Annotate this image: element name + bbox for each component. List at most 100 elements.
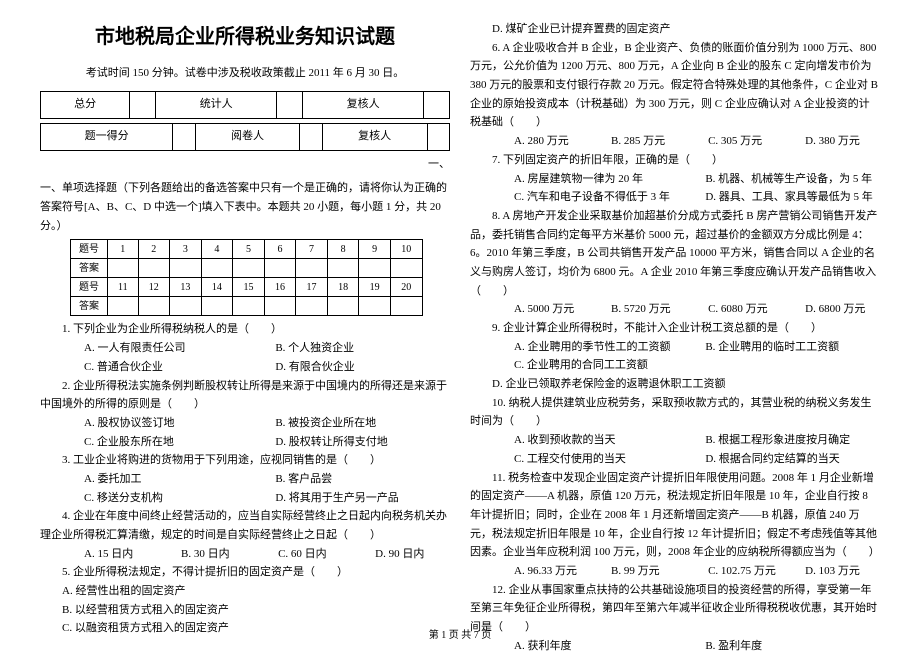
- q1-stem: 1. 下列企业为企业所得税纳税人的是（ ）: [40, 320, 450, 339]
- q2-opts: A. 股权协议签订地 B. 被投资企业所在地: [40, 414, 450, 433]
- as-num: 20: [390, 278, 422, 297]
- as-label: 答案: [71, 297, 108, 316]
- q1-b: B. 个人独资企业: [253, 339, 442, 358]
- hdr-cell: 题一得分: [41, 123, 173, 150]
- as-num: 2: [138, 240, 170, 259]
- q10-b: B. 根据工程形象进度按月确定: [683, 431, 872, 450]
- hdr-cell: [173, 123, 195, 150]
- q6-b: B. 285 万元: [589, 132, 683, 151]
- q9-b: B. 企业聘用的临时工工资额: [683, 338, 872, 357]
- q5-d: D. 煤矿企业已计提弃置费的固定资产: [470, 20, 880, 39]
- q4-c: C. 60 日内: [256, 545, 350, 564]
- q11-a: A. 96.33 万元: [492, 562, 586, 581]
- q8-b: B. 5720 万元: [589, 300, 683, 319]
- q2-stem: 2. 企业所得税法实施条例判断股权转让所得是来源于中国境内的所得还是来源于中国境…: [40, 377, 450, 414]
- q6-opts: A. 280 万元 B. 285 万元 C. 305 万元 D. 380 万元: [470, 132, 880, 151]
- q9-a: A. 企业聘用的季节性工的工资额: [492, 338, 681, 357]
- as-num: 11: [108, 278, 139, 297]
- q10-opts: A. 收到预收款的当天 B. 根据工程形象进度按月确定: [470, 431, 880, 450]
- q3-opts2: C. 移送分支机构 D. 将其用于生产另一产品: [40, 489, 450, 508]
- hdr-cell: 复核人: [303, 91, 424, 118]
- q4-stem: 4. 企业在年度中间终止经营活动的，应当自实际经营终止之日起内向税务机关办理企业…: [40, 507, 450, 544]
- q4-d: D. 90 日内: [353, 545, 447, 564]
- q8-d: D. 6800 万元: [783, 300, 877, 319]
- section-suffix: 一、: [40, 155, 450, 174]
- as-num: 15: [233, 278, 265, 297]
- q1-opts2: C. 普通合伙企业 D. 有限合伙企业: [40, 358, 450, 377]
- q1-d: D. 有限合伙企业: [253, 358, 442, 377]
- q7-opts: A. 房屋建筑物一律为 20 年 B. 机器、机械等生产设备，为 5 年: [470, 170, 880, 189]
- hdr-cell: [424, 91, 450, 118]
- as-label: 答案: [71, 259, 108, 278]
- q2-opts2: C. 企业股东所在地 D. 股权转让所得支付地: [40, 433, 450, 452]
- q9-opts: A. 企业聘用的季节性工的工资额 B. 企业聘用的临时工工资额: [470, 338, 880, 357]
- q6-d: D. 380 万元: [783, 132, 877, 151]
- q2-d: D. 股权转让所得支付地: [253, 433, 442, 452]
- q7-stem: 7. 下列固定资产的折旧年限，正确的是（ ）: [470, 151, 880, 170]
- q11-opts: A. 96.33 万元 B. 99 万元 C. 102.75 万元 D. 103…: [470, 562, 880, 581]
- q7-c: C. 汽车和电子设备不得低于 3 年: [492, 188, 681, 207]
- q5-stem: 5. 企业所得税法规定，不得计提折旧的固定资产是（ ）: [40, 563, 450, 582]
- q8-stem: 8. A 房地产开发企业采取基价加超基价分成方式委托 B 房产营销公司销售开发产…: [470, 207, 880, 300]
- as-num: 4: [201, 240, 233, 259]
- q3-a: A. 委托加工: [62, 470, 251, 489]
- as-num: 14: [201, 278, 233, 297]
- hdr-cell: [427, 123, 449, 150]
- q3-b: B. 客户品尝: [253, 470, 442, 489]
- q3-stem: 3. 工业企业将购进的货物用于下列用途，应视同销售的是（ ）: [40, 451, 450, 470]
- q11-d: D. 103 万元: [783, 562, 877, 581]
- q6-c: C. 305 万元: [686, 132, 780, 151]
- hdr-cell: [300, 123, 322, 150]
- q10-stem: 10. 纳税人提供建筑业应税劳务，采取预收款方式的，其营业税的纳税义务发生时间为…: [470, 394, 880, 431]
- q7-opts2: C. 汽车和电子设备不得低于 3 年 D. 器具、工具、家具等最低为 5 年: [470, 188, 880, 207]
- as-num: 18: [327, 278, 359, 297]
- q1-c: C. 普通合伙企业: [62, 358, 251, 377]
- as-num: 10: [390, 240, 422, 259]
- q11-b: B. 99 万元: [589, 562, 683, 581]
- score-header-table: 总分 统计人 复核人: [40, 91, 450, 119]
- as-num: 9: [359, 240, 391, 259]
- q4-opts: A. 15 日内 B. 30 日内 C. 60 日内 D. 90 日内: [40, 545, 450, 564]
- q1-opts: A. 一人有限责任公司 B. 个人独资企业: [40, 339, 450, 358]
- q11-stem: 11. 税务检查中发现企业固定资产计提折旧年限使用问题。2008 年 1 月企业…: [470, 469, 880, 562]
- q9-d: D. 企业已领取养老保险金的返聘退休职工工资额: [470, 375, 725, 394]
- as-num: 13: [170, 278, 202, 297]
- q3-d: D. 将其用于生产另一产品: [253, 489, 442, 508]
- as-num: 16: [264, 278, 296, 297]
- q7-a: A. 房屋建筑物一律为 20 年: [492, 170, 681, 189]
- as-label: 题号: [71, 240, 108, 259]
- as-num: 19: [359, 278, 391, 297]
- q10-c: C. 工程交付使用的当天: [492, 450, 681, 469]
- q2-b: B. 被投资企业所在地: [253, 414, 442, 433]
- q8-c: C. 6080 万元: [686, 300, 780, 319]
- q7-b: B. 机器、机械等生产设备，为 5 年: [683, 170, 872, 189]
- hdr-cell: 复核人: [322, 123, 427, 150]
- q9-c: C. 企业聘用的合同工工资额: [492, 356, 681, 375]
- q8-a: A. 5000 万元: [492, 300, 586, 319]
- q8-opts: A. 5000 万元 B. 5720 万元 C. 6080 万元 D. 6800…: [470, 300, 880, 319]
- exam-meta: 考试时间 150 分钟。试卷中涉及税收政策截止 2011 年 6 月 30 日。: [40, 64, 450, 83]
- q5-b: B. 以经营租赁方式租入的固定资产: [40, 601, 450, 620]
- as-num: 7: [296, 240, 328, 259]
- page-footer: 第 1 页 共 7 页: [0, 627, 920, 645]
- q9-stem: 9. 企业计算企业所得税时，不能计入企业计税工资总额的是（ ）: [470, 319, 880, 338]
- left-column: 市地税局企业所得税业务知识试题 考试时间 150 分钟。试卷中涉及税收政策截止 …: [30, 20, 460, 641]
- as-num: 5: [233, 240, 265, 259]
- q11-c: C. 102.75 万元: [686, 562, 780, 581]
- as-num: 1: [108, 240, 139, 259]
- q3-c: C. 移送分支机构: [62, 489, 251, 508]
- q4-b: B. 30 日内: [159, 545, 253, 564]
- as-label: 题号: [71, 278, 108, 297]
- q2-c: C. 企业股东所在地: [62, 433, 251, 452]
- right-column: D. 煤矿企业已计提弃置费的固定资产 6. A 企业吸收合并 B 企业，B 企业…: [460, 20, 890, 641]
- q10-d: D. 根据合同约定结算的当天: [683, 450, 872, 469]
- as-num: 6: [264, 240, 296, 259]
- q2-a: A. 股权协议签订地: [62, 414, 251, 433]
- answer-sheet: 题号 1 2 3 4 5 6 7 8 9 10 答案 题号 11 12 13: [70, 239, 423, 316]
- q10-opts2: C. 工程交付使用的当天 D. 根据合同约定结算的当天: [470, 450, 880, 469]
- as-num: 17: [296, 278, 328, 297]
- as-num: 3: [170, 240, 202, 259]
- q5-a: A. 经营性出租的固定资产: [40, 582, 450, 601]
- as-num: 8: [327, 240, 359, 259]
- section-1-head: 一、单项选择题（下列各题给出的备选答案中只有一个是正确的，请将你认为正确的答案符…: [40, 179, 450, 235]
